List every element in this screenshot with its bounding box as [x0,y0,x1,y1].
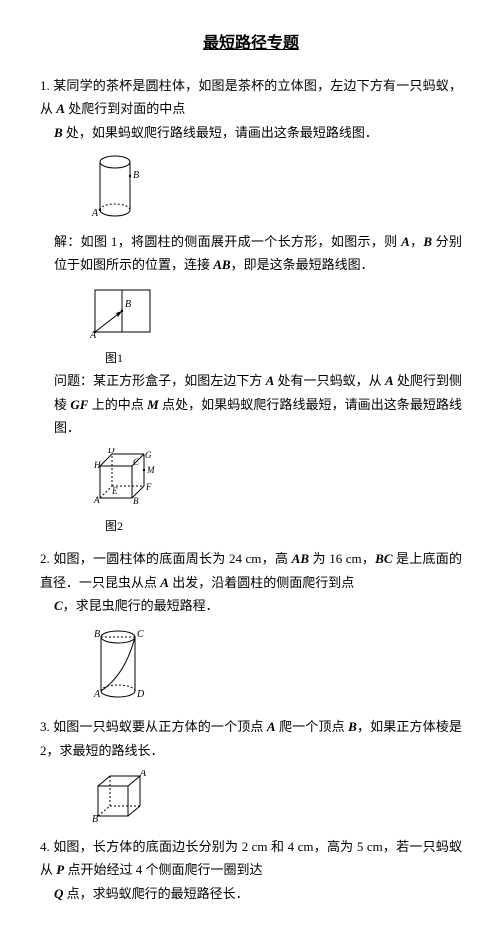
problem-1-sub: 问题：某正方形盒子，如图左边下方 A 处有一只蚂蚁，从 A 处爬行到侧棱 GF … [40,369,462,439]
svg-text:D: D [136,689,145,700]
p1-B: B [54,125,63,140]
p1-sA: A [401,234,410,249]
svg-text:M: M [146,465,155,475]
p1-sud: 上的中点 [88,397,147,412]
p1-sAB: AB [213,257,230,272]
p2-td: 出发，沿着圆柱的侧面爬行到点 [169,575,354,590]
problem-1-text: 1. 某同学的茶杯是圆柱体，如图是茶杯的立体图，左边下方有一只蚂蚁，从 A 处爬… [40,74,462,144]
problem-1-solution: 解：如图 1，将圆柱的侧面展开成一个长方形，如图示，则 A，B 分别位于如图所示… [40,230,462,277]
problem-4: 4. 如图，长方体的底面边长分别为 2 cm 和 4 cm，高为 5 cm，若一… [40,835,462,905]
p3-tb: 爬一个顶点 [276,719,349,734]
p3-num: 3. [40,719,50,734]
p3-A: A [267,719,276,734]
svg-text:A: A [139,770,147,779]
p1-sua: 问题：某正方形盒子，如图左边下方 [54,373,266,388]
p2-num: 2. [40,551,50,566]
p4-Q: Q [54,886,63,901]
fig1-caption: 图1 [40,348,462,370]
p4-num: 4. [40,839,50,854]
problem-1: 1. 某同学的茶杯是圆柱体，如图是茶杯的立体图，左边下方有一只蚂蚁，从 A 处爬… [40,74,462,537]
p1-suGF: GF [70,397,88,412]
p1-sb: ， [410,234,424,249]
svg-text:F: F [145,482,152,492]
p1-suA2: A [385,373,394,388]
p2-tb: 为 16 cm， [309,551,375,566]
figure-cylinder-1: B A [40,152,462,222]
p2-A: A [160,575,169,590]
svg-text:E: E [111,486,118,496]
p2-AB: AB [292,551,309,566]
svg-text:C: C [133,457,140,467]
p1-A: A [56,101,65,116]
svg-text:A: A [93,689,101,700]
figure-cube-labeled: H C G D A B F E M [40,448,462,508]
svg-text:G: G [145,450,152,460]
p2-C: C [54,598,63,613]
svg-text:D: D [107,448,115,455]
p4-tb: 点开始经过 4 个侧面爬行一圈到达 [64,862,262,877]
problem-2-text: 2. 如图，一圆柱体的底面周长为 24 cm，高 AB 为 16 cm，BC 是… [40,547,462,617]
p1-sub: 处有一只蚂蚁，从 [274,373,385,388]
svg-text:B: B [125,299,131,310]
p2-BC: BC [375,551,392,566]
p3-B: B [348,719,357,734]
fig2-caption: 图2 [40,516,462,538]
figure-rect-unfold: B A [40,285,462,340]
problem-4-text: 4. 如图，长方体的底面边长分别为 2 cm 和 4 cm，高为 5 cm，若一… [40,835,462,905]
svg-text:C: C [137,629,144,640]
p4-tc: 点，求蚂蚁爬行的最短路径长． [63,886,248,901]
svg-text:A: A [93,495,100,505]
p1-sa: 解：如图 1，将圆柱的侧面展开成一个长方形，如图示，则 [54,234,401,249]
p1-sd: ，即是这条最短路线图． [231,257,374,272]
p4-P: P [56,862,64,877]
svg-text:B: B [133,170,139,181]
p1-t1b: 处爬行到对面的中点 [65,101,185,116]
p2-te: ，求昆虫爬行的最短路程． [63,598,219,613]
svg-text:B: B [92,814,98,825]
p1-suA: A [266,373,275,388]
svg-text:B: B [94,629,100,640]
problem-2: 2. 如图，一圆柱体的底面周长为 24 cm，高 AB 为 16 cm，BC 是… [40,547,462,705]
p1-sB: B [423,234,432,249]
figure-cylinder-2: B C A D [40,625,462,705]
svg-text:A: A [91,208,99,219]
figure-cube-simple: A B [40,770,462,825]
svg-text:H: H [93,460,101,470]
p2-ta: 如图，一圆柱体的底面周长为 24 cm，高 [53,551,291,566]
p1-t1c: 处，如果蚂蚁爬行路线最短，请画出这条最短路线图． [63,125,378,140]
p1-num: 1. [40,78,50,93]
p1-suM: M [147,397,159,412]
problem-3: 3. 如图一只蚂蚁要从正方体的一个顶点 A 爬一个顶点 B，如果正方体棱是 2，… [40,715,462,825]
svg-text:B: B [133,496,139,506]
page-title: 最短路径专题 [40,30,462,59]
p3-ta: 如图一只蚂蚁要从正方体的一个顶点 [53,719,267,734]
problem-3-text: 3. 如图一只蚂蚁要从正方体的一个顶点 A 爬一个顶点 B，如果正方体棱是 2，… [40,715,462,762]
